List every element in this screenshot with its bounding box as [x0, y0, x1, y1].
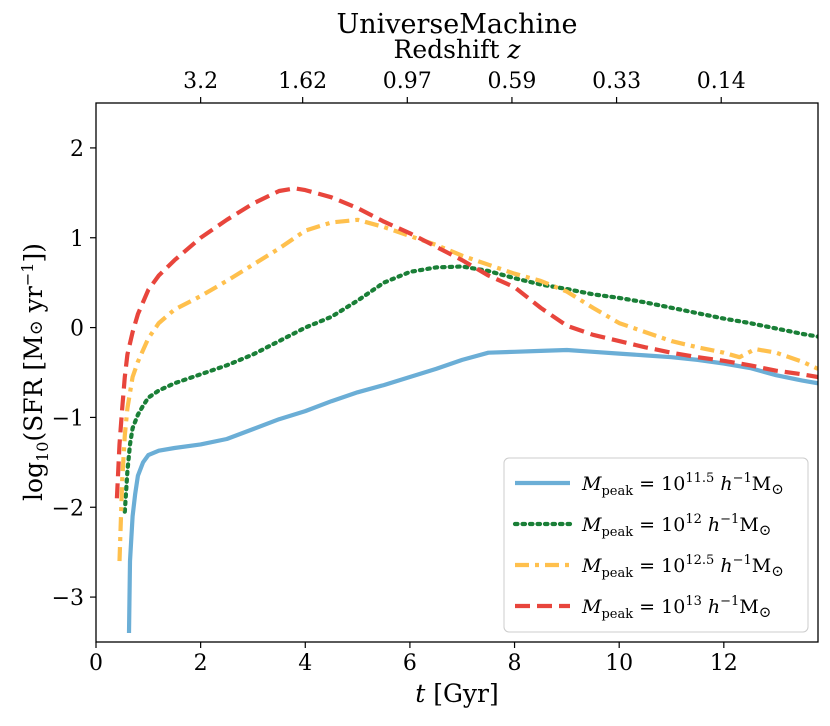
- chart-title: UniverseMachine: [336, 9, 577, 40]
- y-tick-label: −2: [52, 496, 84, 521]
- top-axis-title: Redshift z: [394, 35, 522, 64]
- top-axis-title-var: z: [506, 35, 521, 64]
- y-tick-label: 0: [70, 317, 84, 342]
- x-tick-label: 10: [605, 651, 633, 676]
- y-axis-title: log10(SFR [M⊙ yr−1]): [18, 243, 52, 501]
- top-axis-ticks: 3.2 1.62 0.97 0.59 0.33 0.14: [183, 69, 746, 103]
- series-line-2: [117, 217, 818, 562]
- top-tick-label: 0.59: [487, 69, 536, 94]
- top-tick-label: 0.97: [383, 69, 432, 94]
- legend-label-1: Mpeak = 1012 h−1M⊙: [581, 512, 771, 540]
- top-axis-title-text: Redshift: [394, 35, 508, 64]
- series-line-1: [122, 264, 818, 514]
- legend-label-0: Mpeak = 1011.5 h−1M⊙: [581, 471, 784, 499]
- legend-label-3: Mpeak = 1013 h−1M⊙: [581, 594, 771, 622]
- legend-label-2: Mpeak = 1012.5 h−1M⊙: [581, 553, 784, 581]
- y-tick-label: 1: [70, 227, 84, 252]
- plot-frame: [95, 102, 819, 643]
- x-axis-ticks: 0 2 4 6 8 10 12: [89, 642, 738, 676]
- y-tick-label: 2: [70, 137, 84, 162]
- top-tick-label: 0.33: [592, 69, 641, 94]
- x-tick-label: 2: [194, 651, 208, 676]
- x-tick-label: 4: [298, 651, 312, 676]
- series-line-0: [126, 347, 818, 634]
- x-tick-label: 8: [508, 651, 522, 676]
- y-tick-label: −3: [52, 586, 84, 611]
- y-axis-ticks: −3 −2 −1 0 1 2: [52, 137, 96, 611]
- y-tick-label: −1: [52, 406, 84, 431]
- x-tick-label: 0: [89, 651, 103, 676]
- x-tick-label: 6: [403, 651, 417, 676]
- top-tick-label: 1.62: [278, 69, 327, 94]
- x-tick-label: 12: [710, 651, 738, 676]
- top-tick-label: 0.14: [697, 69, 746, 94]
- legend-box: [503, 457, 809, 633]
- x-axis-title: t [Gyr]: [415, 679, 499, 708]
- top-tick-label: 3.2: [183, 69, 218, 94]
- series-layer: [114, 186, 818, 634]
- legend: Mpeak = 1011.5 h−1M⊙ Mpeak = 1012 h−1M⊙ Mp…: [503, 457, 809, 633]
- x-axis-title-unit: [Gyr]: [425, 679, 499, 708]
- x-axis-title-var: t: [415, 679, 426, 708]
- series-line-3: [114, 186, 818, 499]
